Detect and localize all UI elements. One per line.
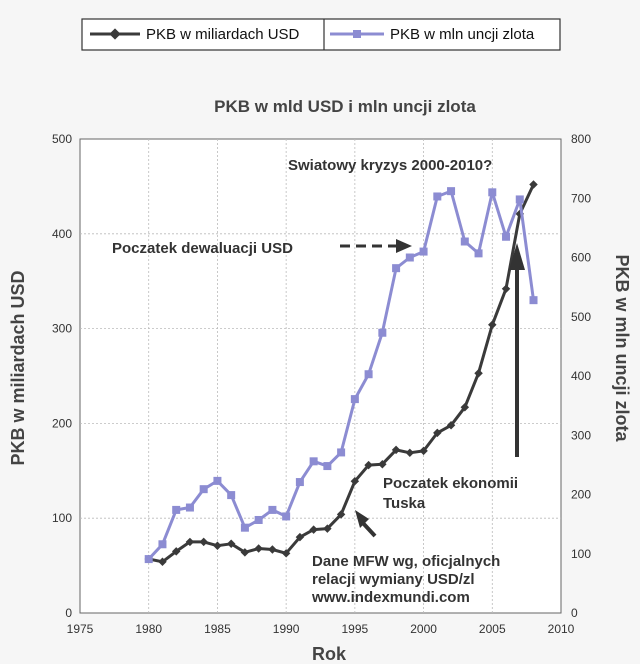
- data-point-series-1: [295, 532, 305, 542]
- x-tick: 1985: [204, 622, 231, 636]
- data-point-series-1: [488, 320, 497, 330]
- data-point-series-1: [185, 537, 195, 547]
- data-point-series-2: [158, 540, 167, 549]
- y-tick-right: 500: [571, 310, 591, 324]
- annotation-source-line2: relacji wymiany USD/zl: [312, 571, 475, 588]
- annotation-tusk-economy-line2: Tuska: [383, 495, 426, 512]
- y-tick-left: 200: [52, 416, 72, 430]
- x-tick: 1980: [135, 622, 162, 636]
- data-point-series-2: [337, 448, 346, 457]
- y-tick-right: 300: [571, 428, 591, 442]
- data-point-series-1: [460, 403, 470, 412]
- data-point-series-2: [433, 192, 442, 201]
- data-point-series-2: [460, 237, 469, 246]
- axis-ticks: 0 100 200 300 400 500 0 100 200 300 400 500 600 700 80…: [52, 132, 591, 636]
- data-point-series-1: [391, 445, 401, 455]
- y-axis-label-right: PKB w mln uncji zlota: [612, 254, 632, 442]
- pointer-arrow-head: [355, 510, 369, 528]
- data-point-series-1: [419, 446, 428, 456]
- y-tick-right: 400: [571, 369, 591, 383]
- data-point-series-1: [268, 545, 277, 554]
- legend-label-series-1: PKB w miliardach USD: [146, 26, 300, 43]
- data-point-series-2: [392, 264, 401, 273]
- pointer-arrow-shaft: [360, 520, 377, 538]
- legend-label-series-2: PKB w mln uncji zlota: [390, 26, 535, 43]
- x-tick: 2005: [479, 622, 506, 636]
- data-point-series-1: [323, 524, 332, 533]
- annotation-source-line3: www.indexmundi.com: [311, 589, 470, 606]
- data-point-series-1: [254, 544, 263, 553]
- data-point-series-2: [295, 478, 304, 487]
- y-tick-left: 300: [52, 322, 72, 336]
- data-point-series-2: [185, 503, 194, 512]
- data-point-series-1: [281, 549, 291, 558]
- data-point-series-2: [350, 395, 359, 404]
- grid: [80, 139, 561, 613]
- y-tick-right: 200: [571, 488, 591, 502]
- data-point-series-2: [378, 328, 387, 337]
- data-point-series-2: [419, 247, 428, 256]
- y-tick-left: 100: [52, 511, 72, 525]
- dashed-arrow-head: [396, 239, 412, 253]
- data-point-series-2: [172, 505, 181, 514]
- x-tick: 1990: [273, 622, 300, 636]
- data-point-series-1: [405, 448, 415, 458]
- x-tick: 1995: [342, 622, 369, 636]
- data-point-series-2: [323, 462, 332, 471]
- data-point-series-1: [199, 537, 208, 547]
- y-tick-left: 0: [65, 606, 72, 620]
- data-point-series-1: [350, 476, 360, 486]
- plot-area: [79, 138, 562, 614]
- annotation-arrows: [340, 239, 525, 538]
- x-axis-label: Rok: [312, 644, 347, 664]
- legend-box: [81, 18, 561, 51]
- data-point-series-2: [268, 505, 277, 514]
- data-point-series-2: [240, 523, 249, 532]
- data-point-series-1: [336, 510, 346, 519]
- annotation-global-crisis: Swiatowy kryzys 2000-2010?: [288, 157, 492, 174]
- y-tick-left: 400: [52, 227, 72, 241]
- chart-title: PKB w mld USD i mln uncji zlota: [214, 97, 476, 116]
- data-point-series-2: [488, 188, 497, 197]
- data-point-series-2: [309, 457, 318, 466]
- legend: PKB w miliardach USD PKB w mln uncji zlo…: [81, 18, 561, 51]
- y-tick-right: 800: [571, 132, 591, 146]
- data-point-series-2: [405, 253, 414, 262]
- vertical-arrow-head: [509, 243, 525, 270]
- data-point-series-2: [144, 555, 153, 564]
- data-point-series-2: [502, 232, 511, 241]
- x-tick: 1975: [67, 622, 94, 636]
- data-point-series-1: [474, 368, 483, 378]
- data-point-series-2: [364, 370, 373, 379]
- data-point-series-2: [227, 491, 236, 500]
- annotation-usd-devaluation: Poczatek dewaluacji USD: [112, 240, 293, 257]
- y-tick-right: 0: [571, 606, 578, 620]
- y-tick-right: 600: [571, 251, 591, 265]
- y-axis-label-left: PKB w miliardach USD: [8, 270, 28, 465]
- y-tick-right: 700: [571, 191, 591, 205]
- data-point-series-2: [254, 515, 263, 524]
- y-tick-right: 100: [571, 547, 591, 561]
- annotation-source-line1: Dane MFW wg, oficjalnych: [312, 553, 500, 570]
- data-point-series-2: [474, 249, 483, 258]
- data-point-series-2: [447, 187, 456, 196]
- x-tick: 2010: [548, 622, 575, 636]
- data-point-series-1: [433, 428, 442, 438]
- y-tick-left: 500: [52, 132, 72, 146]
- data-point-series-2: [529, 296, 538, 305]
- legend-marker-series-2: [353, 30, 361, 38]
- data-point-series-1: [213, 541, 222, 550]
- data-point-series-2: [199, 485, 208, 494]
- x-tick: 2000: [410, 622, 437, 636]
- data-point-series-1: [501, 284, 511, 294]
- annotation-tusk-economy-line1: Poczatek ekonomii: [383, 475, 518, 492]
- data-point-series-2: [282, 512, 291, 521]
- data-point-series-2: [515, 195, 524, 204]
- data-point-series-2: [213, 476, 222, 485]
